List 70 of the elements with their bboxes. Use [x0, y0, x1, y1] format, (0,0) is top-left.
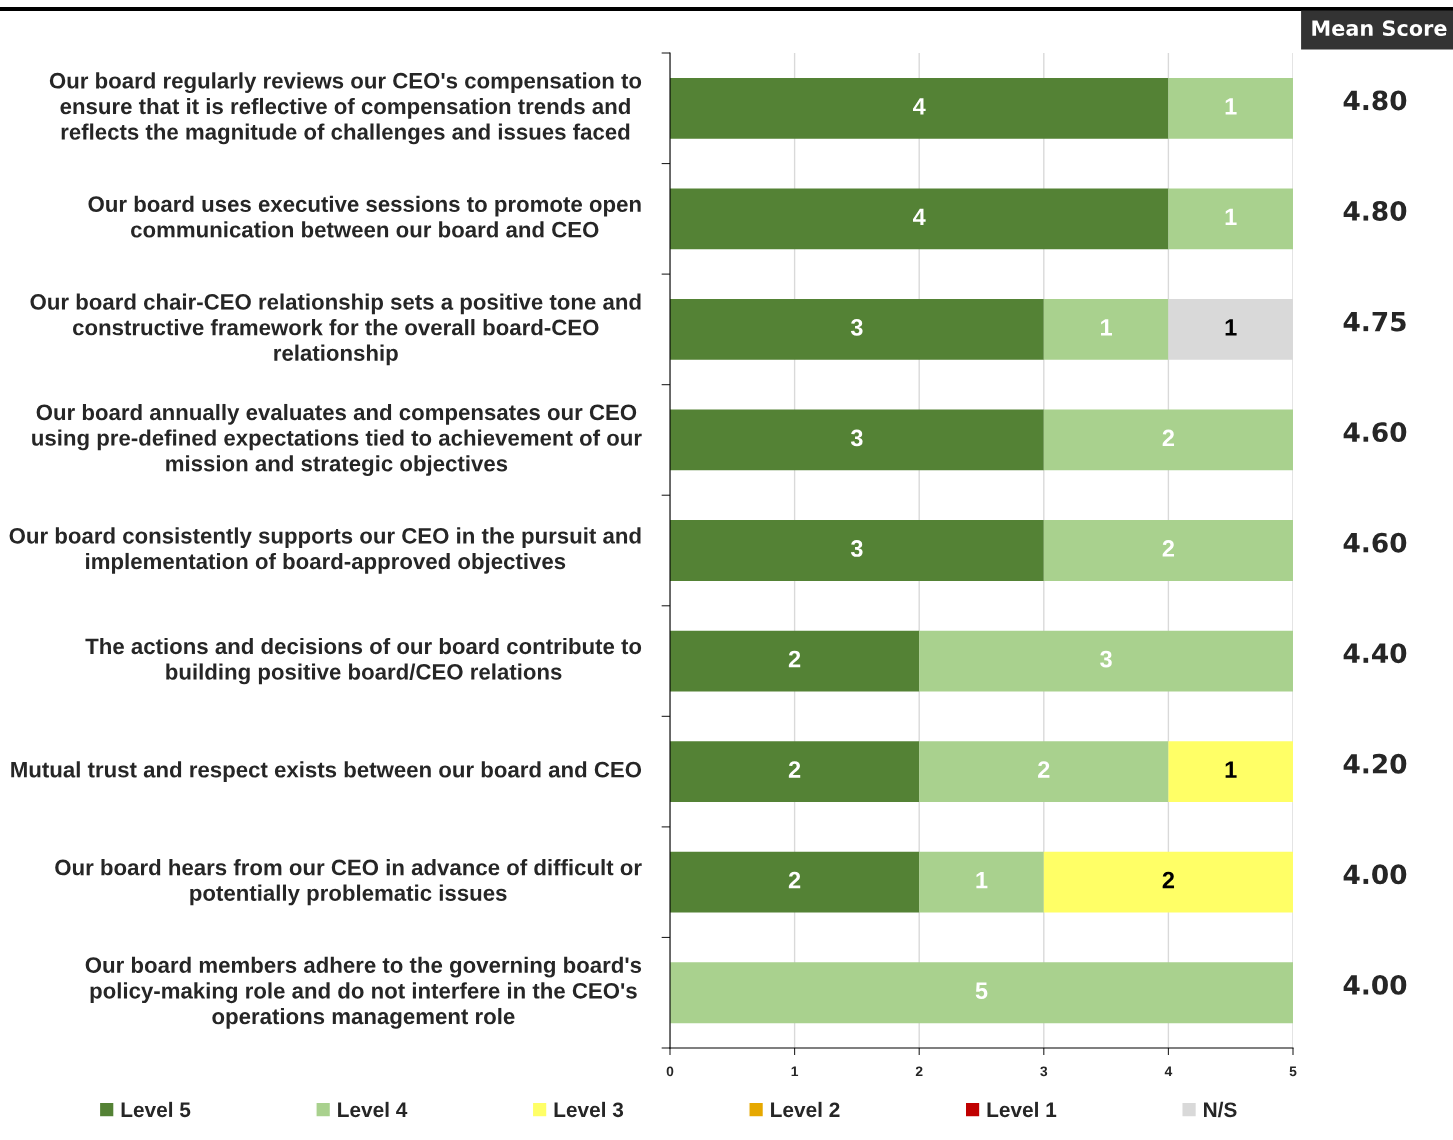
y-tick-label: Our board members adhere to the governing board's policy-making role and do not interfere in the CEO's operations management role [85, 956, 642, 1029]
bar [670, 77, 1169, 139]
x-tick-label: 5 [1289, 1066, 1297, 1077]
bar [1168, 741, 1293, 803]
legend-label: N/S [1204, 1101, 1237, 1118]
text: Mean Score [1312, 20, 1447, 37]
data-label: 5 [975, 982, 988, 1000]
bar [670, 962, 1293, 1024]
data-label: 2 [1038, 761, 1050, 778]
y-tick-label: Our board chair-CEO relationship sets a positive tone and constructive framework for the overall board-CEO relationship [30, 293, 641, 366]
text: 4.80 [1343, 201, 1407, 221]
data-label: 3 [850, 540, 863, 557]
y-tick-label: Our board regularly reviews our CEO's compensation to ensure that it is reflective of compensation trends and reflects the magnitude of challenges and issues faced [49, 72, 642, 145]
legend-label: Level 2 [771, 1101, 840, 1118]
data-label: 2 [788, 871, 801, 889]
data-label: 2 [788, 650, 801, 668]
text: 4.80 [1343, 90, 1407, 111]
bar [670, 630, 920, 692]
bar [670, 298, 1044, 360]
data-label: 1 [1225, 98, 1237, 115]
y-tick-label: Mutual trust and respect exists between our board and CEO [11, 761, 642, 782]
data-label: 2 [788, 761, 801, 778]
text: 4.00 [1343, 864, 1407, 885]
legend-label: Level 3 [554, 1101, 624, 1118]
data-label: 2 [1162, 540, 1175, 557]
data-label: 4 [912, 98, 926, 115]
bar [919, 630, 1293, 692]
y-tick-label: The actions and decisions of our board contribute to building positive board/CEO relations [85, 637, 642, 685]
bar [1168, 77, 1293, 139]
data-label: 4 [912, 208, 926, 225]
x-tick-label: 0 [666, 1066, 674, 1077]
text: 4.40 [1343, 643, 1407, 664]
bar [919, 741, 1169, 803]
y-tick-label: Our board annually evaluates and compensates our CEO using pre-defined expectations tied to achievement of our mission and strategic objectives [32, 403, 642, 476]
legend-label: Level 1 [987, 1101, 1057, 1118]
x-tick-label: 4 [1164, 1066, 1173, 1077]
data-label: 1 [1225, 319, 1237, 336]
data-label: 2 [1162, 871, 1175, 889]
bar [1043, 520, 1293, 581]
bar [670, 741, 920, 803]
data-label: 1 [1225, 208, 1237, 225]
bar [1043, 298, 1169, 360]
text: 4.60 [1343, 422, 1407, 443]
bar [1043, 409, 1293, 471]
data-label: 3 [1100, 650, 1112, 668]
bar [670, 851, 920, 913]
bar [670, 520, 1044, 581]
x-tick-label: 2 [915, 1066, 923, 1077]
x-tick-label: 1 [791, 1066, 799, 1077]
data-label: 1 [976, 872, 988, 889]
data-label: 2 [1162, 429, 1175, 447]
legend-label: Level 5 [121, 1101, 191, 1118]
bar [670, 409, 1044, 471]
text: 4.00 [1343, 974, 1407, 995]
text: 4.20 [1343, 753, 1407, 774]
legend-label: Level 4 [338, 1101, 408, 1118]
y-tick-label: Our board consistently supports our CEO in the pursuit and implementation of board-approved objectives [9, 527, 641, 574]
bar [1043, 851, 1293, 913]
data-label: 1 [1101, 319, 1113, 336]
data-label: 1 [1225, 761, 1237, 778]
text: 4.60 [1343, 532, 1407, 553]
bar [919, 851, 1044, 913]
text: 4.75 [1343, 311, 1406, 332]
data-label: 3 [850, 319, 863, 336]
y-tick-label: Our board hears from our CEO in advance of difficult or potentially problematic issues [55, 859, 642, 906]
bar [1168, 188, 1293, 250]
bar [670, 188, 1169, 250]
x-tick-label: 3 [1040, 1066, 1048, 1077]
data-label: 3 [850, 429, 863, 447]
y-tick-label: Our board uses executive sessions to promote open communication between our board and CEO [88, 195, 641, 238]
